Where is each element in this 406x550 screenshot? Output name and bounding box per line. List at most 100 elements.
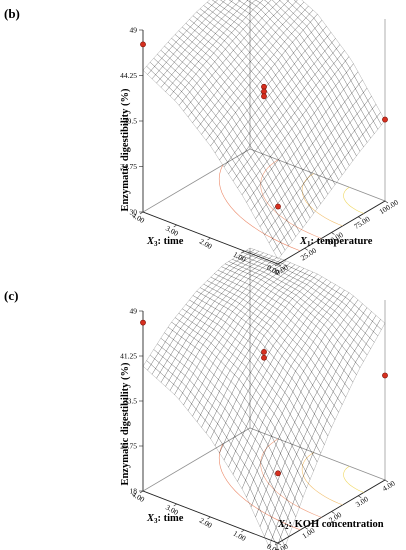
surface-cell [257, 48, 266, 59]
surface-cell [186, 306, 196, 315]
surface-cell [328, 377, 338, 393]
surface-cell [161, 53, 171, 63]
surface-cell [301, 209, 311, 224]
surface-cell [237, 130, 246, 144]
surface-cell [228, 40, 238, 51]
surface-cell [275, 28, 284, 38]
surface-cell [322, 71, 332, 84]
surface-cell [244, 42, 254, 53]
surface-cell [346, 345, 355, 358]
surface-cell [276, 185, 286, 200]
data-point [261, 88, 267, 95]
surface-cell [234, 296, 244, 304]
surface-cell [274, 261, 283, 267]
x-tick-label: 75.00 [352, 214, 371, 231]
surface-cell [214, 332, 223, 343]
surface-cell [249, 479, 259, 499]
surface-cell [277, 281, 287, 288]
surface-cell [296, 187, 305, 202]
surface-cell [262, 110, 272, 123]
surface-cell [344, 97, 353, 111]
surface-cell [278, 489, 287, 509]
surface-cell [305, 94, 314, 106]
surface-cell [318, 19, 327, 31]
surface-cell [286, 57, 295, 69]
surface-cell [279, 367, 288, 381]
surface-cell [228, 116, 237, 130]
surface-cell [183, 319, 193, 328]
surface-cell [330, 345, 339, 359]
surface-cell [325, 57, 335, 69]
surface-cell [228, 82, 238, 94]
surface-cell [233, 135, 243, 149]
surface-cell [263, 121, 273, 134]
surface-cell [186, 26, 196, 35]
surface-cell [277, 258, 287, 264]
surface-cell [367, 95, 377, 110]
surface-cell [195, 113, 205, 125]
surface-cell [259, 165, 269, 179]
surface-cell [328, 324, 337, 336]
surface-cell [217, 86, 226, 97]
surface-cell [308, 89, 318, 102]
surface-cell [163, 70, 172, 80]
surface-cell [302, 17, 311, 27]
surface-cell [189, 373, 199, 386]
surface-cell [258, 285, 267, 294]
x-tick-mark [384, 479, 389, 483]
surface-cell [229, 287, 239, 295]
surface-cell [165, 87, 174, 97]
surface-cell [234, 24, 244, 34]
surface-cell [334, 123, 344, 137]
surface-cell [274, 362, 284, 376]
surface-cell [175, 66, 184, 75]
surface-cell [189, 87, 199, 98]
surface-cell [306, 358, 316, 373]
surface-cell [304, 191, 313, 206]
surface-cell [247, 298, 257, 306]
surface-cell [262, 22, 272, 32]
surface-cell [222, 150, 232, 163]
surface-cell [203, 69, 213, 81]
surface-cell [238, 292, 248, 300]
surface-cell [216, 36, 225, 46]
surface-cell [305, 347, 315, 360]
surface-cell [223, 67, 232, 79]
surface-cell [256, 182, 266, 197]
surface-cell [279, 76, 289, 89]
surface-cell [177, 53, 187, 63]
surface-cell [204, 358, 214, 371]
surface-cell [204, 8, 213, 16]
surface-cell [281, 12, 290, 22]
surface-cell [240, 306, 249, 315]
surface-cell [280, 237, 289, 251]
data-point [382, 372, 388, 379]
surface-cell [146, 354, 155, 365]
surface-cell [313, 151, 322, 166]
surface-cell [296, 92, 306, 104]
surface-cell [248, 447, 257, 464]
surface-cell [271, 381, 281, 395]
surface-cell [247, 168, 257, 181]
surface-cell [336, 324, 345, 336]
surface-cell [252, 124, 261, 137]
surface-cell [331, 85, 341, 99]
surface-cell [280, 180, 289, 195]
surface-cell [314, 312, 324, 322]
surface-cell [231, 385, 241, 401]
surface-cell [241, 89, 250, 100]
surface-cell [267, 291, 276, 299]
surface-cell [257, 479, 267, 500]
y-axis-title: X3: time [146, 513, 184, 525]
surface-cell [283, 270, 293, 276]
surface-cell [263, 382, 273, 396]
x-tick-mark [331, 232, 335, 235]
surface-cell [287, 507, 296, 528]
surface-cell [301, 470, 311, 489]
surface-cell [237, 472, 246, 490]
surface-cell [226, 325, 235, 336]
surface-cell [270, 489, 279, 509]
surface-cell [215, 391, 225, 404]
surface-cell [290, 479, 299, 499]
surface-cell [291, 288, 300, 296]
